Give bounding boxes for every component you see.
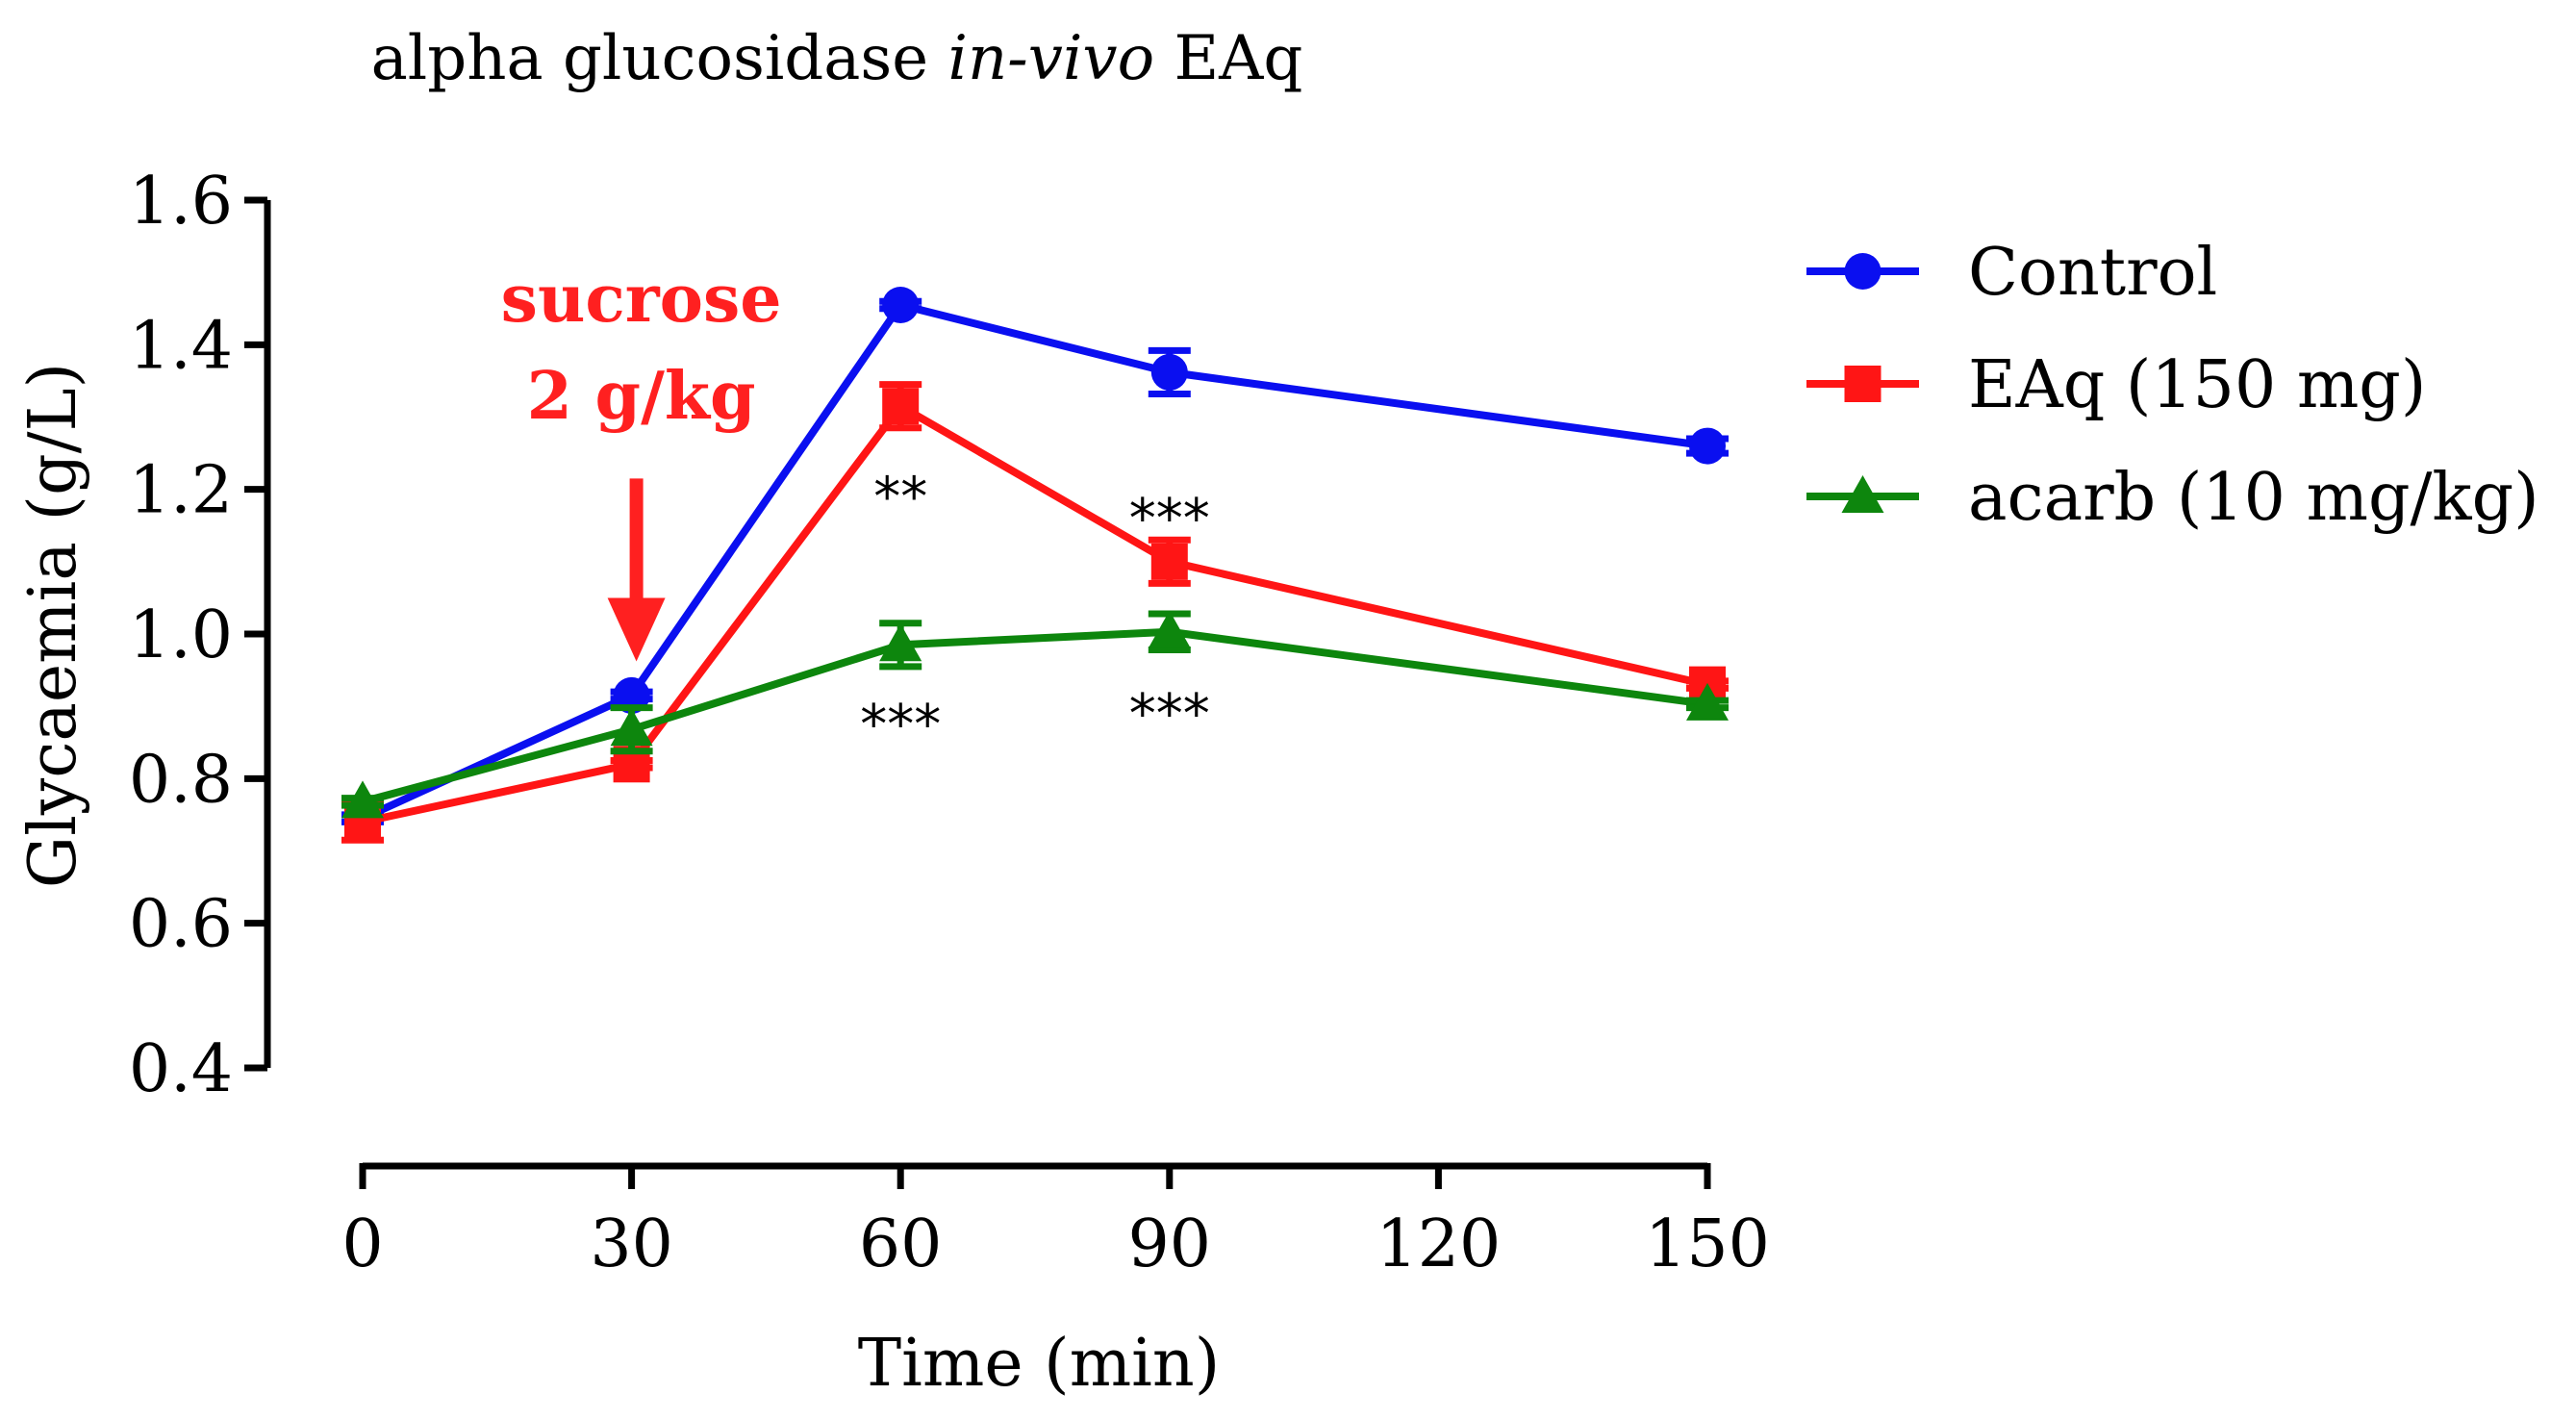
legend-label: EAq (150 mg) bbox=[1968, 347, 2426, 423]
legend-swatch-marker bbox=[1841, 475, 1884, 513]
x-axis-label: Time (min) bbox=[858, 1326, 1221, 1402]
x-tick-label: 30 bbox=[590, 1206, 673, 1282]
legend: Control EAq (150 mg) acarb (10 mg/kg) bbox=[1806, 235, 2539, 536]
x-tick-label: 90 bbox=[1128, 1206, 1212, 1282]
sucrose-label: sucrose bbox=[501, 261, 782, 338]
series-1 bbox=[341, 381, 1729, 844]
y-tick-label: 0.8 bbox=[129, 742, 233, 818]
significance-label: *** bbox=[1129, 488, 1210, 550]
x-tick-label: 0 bbox=[341, 1206, 383, 1282]
y-tick-label: 1.4 bbox=[129, 308, 233, 384]
significance-label: *** bbox=[860, 694, 941, 756]
data-point bbox=[882, 286, 920, 323]
y-tick-label: 1.6 bbox=[129, 164, 233, 240]
sucrose-arrow-head bbox=[607, 597, 666, 662]
significance-label: ** bbox=[873, 466, 927, 528]
y-axis-label: Glycaemia (g/L) bbox=[15, 363, 91, 888]
y-tick-label: 0.4 bbox=[129, 1031, 233, 1107]
y-tick-label: 1.0 bbox=[129, 597, 233, 673]
data-point bbox=[610, 708, 653, 747]
legend-item-0: Control bbox=[1806, 235, 2217, 311]
data-point bbox=[1689, 427, 1726, 465]
chart-title: alpha glucosidase in-vivo EAq bbox=[371, 23, 1303, 94]
data-point bbox=[341, 780, 384, 819]
x-tick-label: 150 bbox=[1645, 1206, 1770, 1282]
chart-title-italic: in-vivo bbox=[947, 23, 1154, 94]
series-line bbox=[362, 402, 1708, 826]
legend-item-2: acarb (10 mg/kg) bbox=[1806, 460, 2539, 536]
chart-title-part-3: EAq bbox=[1154, 23, 1302, 94]
data-point bbox=[879, 623, 922, 662]
data-point bbox=[1150, 353, 1188, 391]
data-point bbox=[1150, 543, 1188, 580]
data-point bbox=[1148, 610, 1191, 648]
chart-title-part-1: alpha glucosidase bbox=[371, 23, 948, 94]
sucrose-dose-label: 2 g/kg bbox=[527, 358, 756, 435]
data-point bbox=[882, 388, 920, 425]
legend-swatch-marker bbox=[1844, 366, 1881, 402]
x-tick-label: 60 bbox=[859, 1206, 943, 1282]
x-tick-label: 120 bbox=[1376, 1206, 1502, 1282]
axes: 0.4 0.6 0.8 1.0 1.2 1.4 1.6 0 30 60 90 120 150 bbox=[129, 164, 1770, 1282]
y-tick-label: 0.6 bbox=[129, 887, 233, 963]
series-2 bbox=[341, 610, 1729, 819]
legend-item-1: EAq (150 mg) bbox=[1806, 347, 2426, 423]
legend-label: Control bbox=[1968, 235, 2217, 311]
y-tick-label: 1.2 bbox=[129, 453, 233, 529]
legend-swatch-marker bbox=[1844, 253, 1881, 290]
series-layer bbox=[341, 286, 1729, 844]
data-point bbox=[1686, 682, 1729, 721]
legend-label: acarb (10 mg/kg) bbox=[1968, 460, 2539, 536]
significance-label: *** bbox=[1129, 683, 1210, 746]
